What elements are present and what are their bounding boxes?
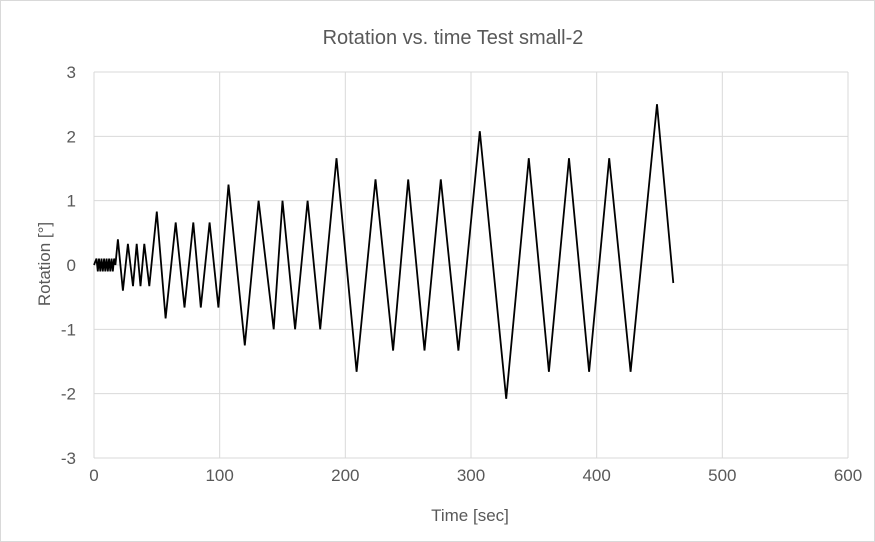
tick-labels: 0 100 200 300 400 500 600 3 2 1 0 -1 -2 -3 xyxy=(61,63,862,485)
rotation-series-line xyxy=(93,104,675,399)
series-layer xyxy=(93,104,675,399)
y-tick-label: -2 xyxy=(61,385,76,404)
y-tick-label: 1 xyxy=(67,192,76,211)
y-tick-label: -1 xyxy=(61,320,76,339)
grid xyxy=(93,71,849,459)
x-axis-label: Time [sec] xyxy=(431,506,509,525)
x-tick-label: 100 xyxy=(205,466,233,485)
chart-title: Rotation vs. time Test small-2 xyxy=(323,27,584,49)
x-tick-label: 400 xyxy=(582,466,610,485)
y-tick-label: 3 xyxy=(67,63,76,82)
y-axis-label: Rotation [°] xyxy=(35,222,54,306)
y-tick-label: 2 xyxy=(67,127,76,146)
y-tick-label: -3 xyxy=(61,449,76,468)
x-tick-label: 0 xyxy=(89,466,98,485)
y-tick-label: 0 xyxy=(67,256,76,275)
x-tick-label: 600 xyxy=(834,466,862,485)
x-tick-label: 200 xyxy=(331,466,359,485)
x-tick-label: 300 xyxy=(457,466,485,485)
x-tick-label: 500 xyxy=(708,466,736,485)
